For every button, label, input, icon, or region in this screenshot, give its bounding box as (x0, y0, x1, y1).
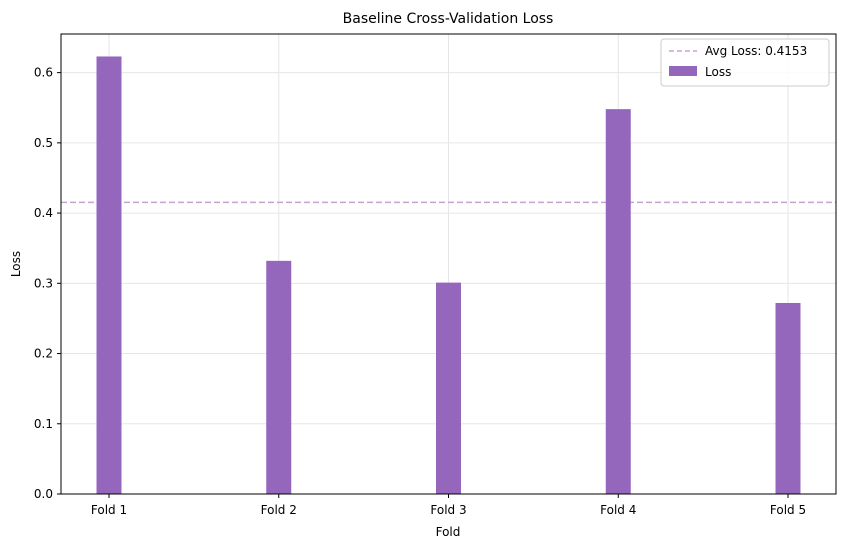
y-axis-title: Loss (9, 251, 23, 277)
y-tick-label: 0.0 (34, 487, 53, 501)
bar-fold-5 (775, 302, 801, 494)
legend-avg-label: Avg Loss: 0.4153 (705, 44, 807, 58)
legend: Avg Loss: 0.4153 Loss (660, 38, 830, 87)
chart-title: Baseline Cross-Validation Loss (343, 11, 554, 27)
y-tick-label: 0.4 (34, 206, 53, 220)
y-tick-label: 0.2 (34, 347, 53, 361)
bar-fold-2 (266, 260, 292, 494)
x-tick-label: Fold 2 (261, 503, 297, 517)
bar-fold-3 (436, 282, 461, 494)
x-tick-label: Fold 4 (600, 503, 636, 517)
legend-box (660, 38, 830, 87)
y-tick-label: 0.1 (34, 417, 53, 431)
x-tick-label: Fold 5 (770, 503, 806, 517)
legend-loss-label: Loss (705, 65, 731, 79)
x-axis-ticks: Fold 1 Fold 2 Fold 3 Fold 4 Fold 5 (91, 494, 806, 517)
y-tick-label: 0.5 (34, 136, 53, 150)
x-tick-label: Fold 3 (430, 503, 466, 517)
bars (96, 56, 801, 495)
bar-fold-4 (605, 109, 631, 495)
y-tick-label: 0.3 (34, 276, 53, 290)
y-tick-label: 0.6 (34, 66, 53, 80)
legend-loss-swatch (669, 66, 697, 76)
x-tick-label: Fold 1 (91, 503, 127, 517)
x-axis-title: Fold (436, 525, 461, 539)
bar-fold-1 (96, 56, 122, 495)
y-axis-ticks: 0.0 0.1 0.2 0.3 0.4 0.5 0.6 (34, 66, 61, 501)
